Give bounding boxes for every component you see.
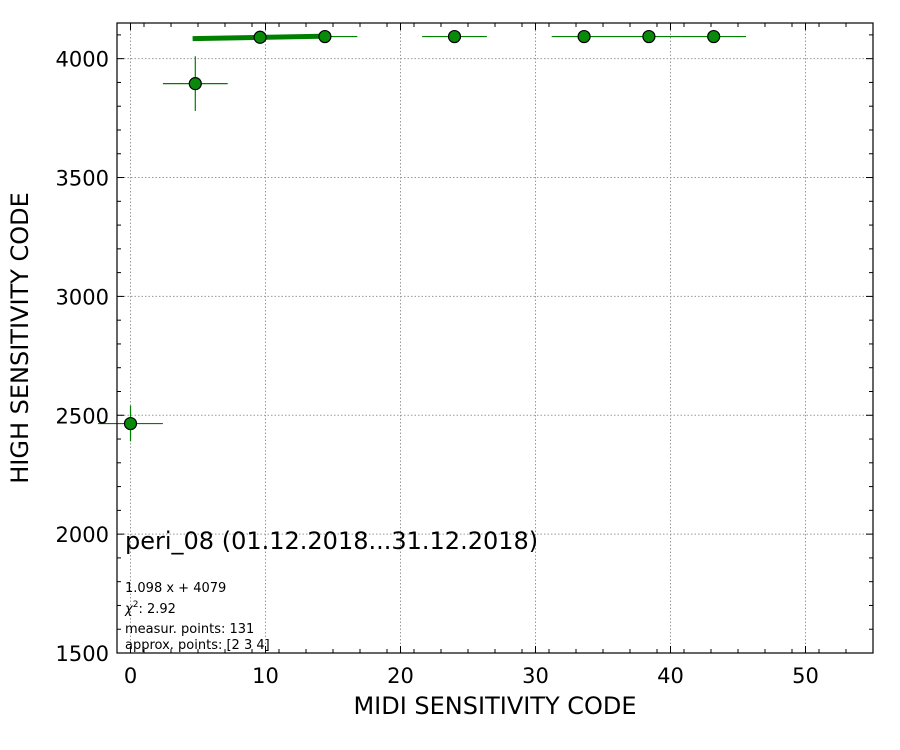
fit-equation: 1.098 x + 4079 [125,581,226,596]
chi2-symbol: χ [124,602,134,617]
data-point [253,30,267,44]
data-point [577,29,591,44]
error-bars [98,35,747,442]
x-tick-label: 30 [522,664,549,688]
data-point [123,416,138,431]
data-point [642,29,656,44]
y-tick-label: 4000 [56,48,109,72]
chi2-value: : 2.92 [138,602,175,617]
y-tick-label: 3500 [56,167,109,191]
chi2-exponent: 2 [133,600,139,610]
y-tick-label: 3000 [56,285,109,309]
data-point [188,77,202,91]
measured-points: measur. points: 131 [125,622,254,637]
y-tick-label: 2500 [56,404,109,428]
x-tick-label: 0 [124,664,137,688]
chart-title: peri_08 (01.12.2018...31.12.2018) [125,527,538,555]
axis-ticks: 0 10 20 30 40 50 1500 2000 2500 3000 3500 4000 [56,23,874,688]
chi2-text: χ2: 2.92 [124,600,176,617]
data-points [123,29,721,431]
y-tick-label: 2000 [56,523,109,547]
x-tick-label: 10 [252,664,279,688]
plot-frame [116,22,874,654]
grid [117,23,873,653]
y-tick-label: 1500 [56,642,109,666]
x-tick-label: 40 [657,664,684,688]
x-tick-label: 20 [387,664,414,688]
x-tick-label: 50 [792,664,819,688]
x-axis-label: MIDI SENSITIVITY CODE [353,692,636,720]
data-point [707,29,721,44]
approx-points: approx. points: [2 3 4] [125,638,270,653]
y-axis-label: HIGH SENSITIVITY CODE [6,192,34,484]
data-point [318,29,332,44]
data-point [447,29,462,44]
